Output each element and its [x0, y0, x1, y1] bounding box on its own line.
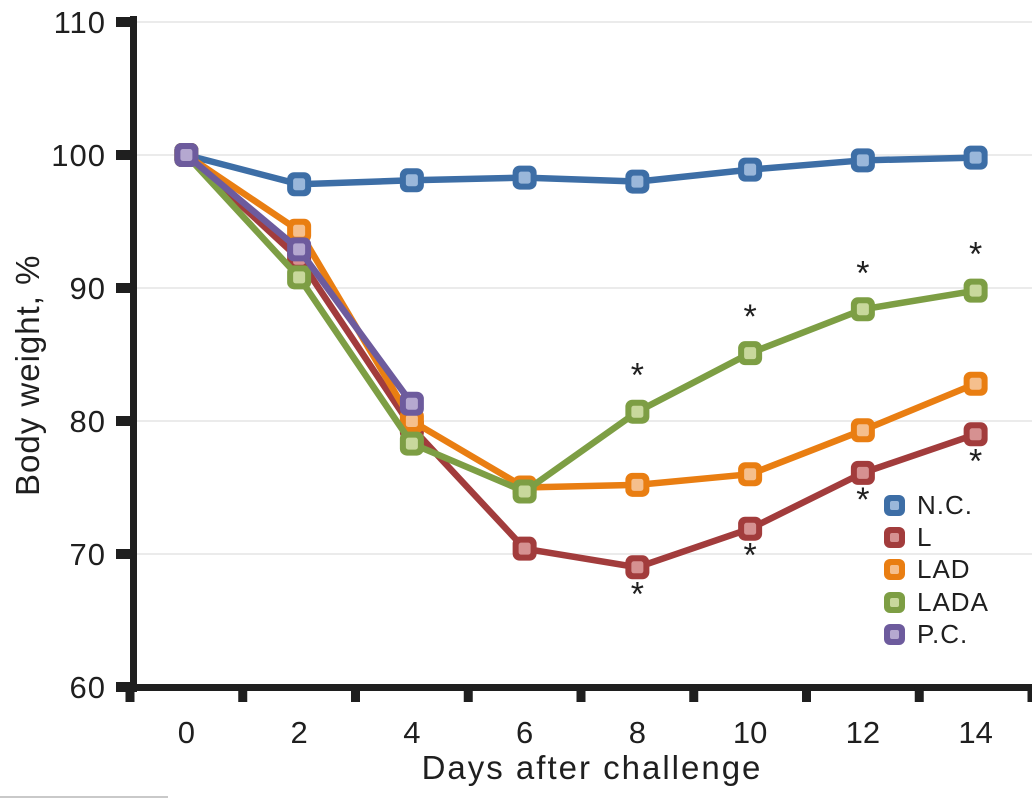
significance-asterisk-L-day10: *	[744, 537, 757, 575]
series-line-L	[183, 151, 979, 571]
y-tick-110	[116, 17, 137, 27]
marker-fill-LAD	[856, 424, 869, 437]
marker-fill-L	[744, 522, 757, 535]
marker-fill-N.C.	[293, 178, 306, 191]
significance-asterisk-LADA-day8: *	[631, 357, 644, 395]
x-tick-0	[125, 687, 135, 702]
marker-fill-LADA	[518, 485, 531, 498]
marker-fill-N.C.	[969, 151, 982, 164]
x-tick-label: 10	[733, 715, 767, 750]
bottom-left-border-artifact	[0, 796, 168, 798]
legend-item-L: L	[884, 521, 989, 553]
legend-label-LADA: LADA	[917, 586, 989, 617]
marker-fill-LAD	[969, 377, 982, 390]
legend-label-P.C.: P.C.	[917, 619, 969, 650]
significance-asterisk-L-day12: *	[856, 481, 869, 519]
marker-fill-L	[631, 561, 644, 574]
marker-fill-P.C.	[180, 149, 193, 161]
y-tick-90	[116, 283, 137, 293]
legend-swatch-icon-L	[884, 527, 905, 549]
x-tick-6	[802, 687, 811, 702]
marker-fill-LADA	[856, 303, 869, 316]
significance-asterisk-L-day14: *	[969, 442, 982, 480]
marker-fill-P.C.	[293, 243, 306, 256]
legend-swatch-icon-P.C.	[884, 624, 905, 646]
x-tick-label: 4	[403, 715, 420, 750]
marker-fill-L	[518, 542, 531, 555]
marker-fill-L	[856, 466, 869, 479]
y-tick-label: 70	[70, 537, 106, 572]
y-tick-100	[116, 150, 137, 160]
y-tick-label: 90	[70, 271, 106, 306]
marker-fill-LADA	[631, 405, 644, 418]
legend: N.C. L LAD LADA P.C.	[884, 489, 989, 651]
x-tick-4	[576, 687, 586, 702]
marker-fill-LADA	[293, 271, 306, 284]
marker-fill-LAD	[744, 468, 757, 481]
y-tick-80	[116, 416, 137, 426]
legend-label-LAD: LAD	[917, 554, 971, 585]
x-tick-1	[238, 687, 248, 702]
marker-fill-N.C.	[631, 175, 644, 188]
x-tick-label: 6	[516, 715, 533, 750]
marker-fill-P.C.	[405, 397, 418, 410]
significance-asterisk-LADA-day12: *	[856, 254, 869, 292]
significance-asterisk-L-day8: *	[631, 575, 644, 613]
legend-item-LAD: LAD	[884, 554, 989, 586]
y-axis-title: Body weight, %	[9, 254, 46, 496]
legend-swatch-icon-LAD	[884, 559, 905, 581]
x-tick-label: 2	[291, 715, 308, 750]
marker-fill-LAD	[293, 224, 306, 237]
marker-fill-LAD	[631, 478, 644, 491]
x-tick-label: 12	[846, 715, 880, 750]
legend-item-LADA: LADA	[884, 586, 989, 618]
legend-label-N.C.: N.C.	[917, 489, 973, 520]
y-tick-label: 100	[51, 138, 106, 173]
x-axis-title: Days after challenge	[421, 749, 763, 786]
marker-fill-N.C.	[856, 154, 869, 167]
y-tick-label: 60	[70, 670, 106, 705]
significance-asterisk-LADA-day14: *	[969, 236, 982, 274]
y-tick-label: 80	[70, 404, 106, 439]
significance-asterisk-LADA-day10: *	[744, 298, 757, 336]
series-line-LADA	[183, 151, 979, 495]
x-tick-label: 8	[629, 715, 646, 750]
marker-fill-N.C.	[405, 174, 418, 187]
legend-item-P.C.: P.C.	[884, 619, 989, 651]
y-axis-line	[130, 16, 137, 691]
marker-fill-N.C.	[518, 171, 531, 184]
marker-fill-L	[969, 428, 982, 441]
marker-fill-N.C.	[744, 163, 757, 176]
marker-fill-LADA	[405, 437, 418, 450]
legend-swatch-icon-N.C.	[884, 494, 905, 516]
series-line-N.C.	[183, 151, 979, 188]
x-tick-7	[914, 687, 924, 702]
x-tick-label: 14	[958, 715, 992, 750]
marker-fill-LADA	[744, 347, 757, 360]
legend-label-L: L	[917, 522, 933, 553]
legend-item-N.C.: N.C.	[884, 489, 989, 521]
x-tick-5	[689, 687, 699, 702]
y-tick-70	[116, 549, 137, 559]
x-tick-8	[1027, 687, 1032, 702]
marker-fill-LAD	[405, 415, 418, 427]
x-tick-label: 0	[178, 715, 195, 750]
legend-swatch-icon-LADA	[884, 591, 905, 613]
series-line-LAD	[183, 151, 979, 491]
x-tick-2	[351, 687, 360, 702]
x-tick-3	[463, 687, 473, 702]
marker-fill-LADA	[969, 284, 982, 297]
y-tick-label: 110	[54, 5, 106, 40]
